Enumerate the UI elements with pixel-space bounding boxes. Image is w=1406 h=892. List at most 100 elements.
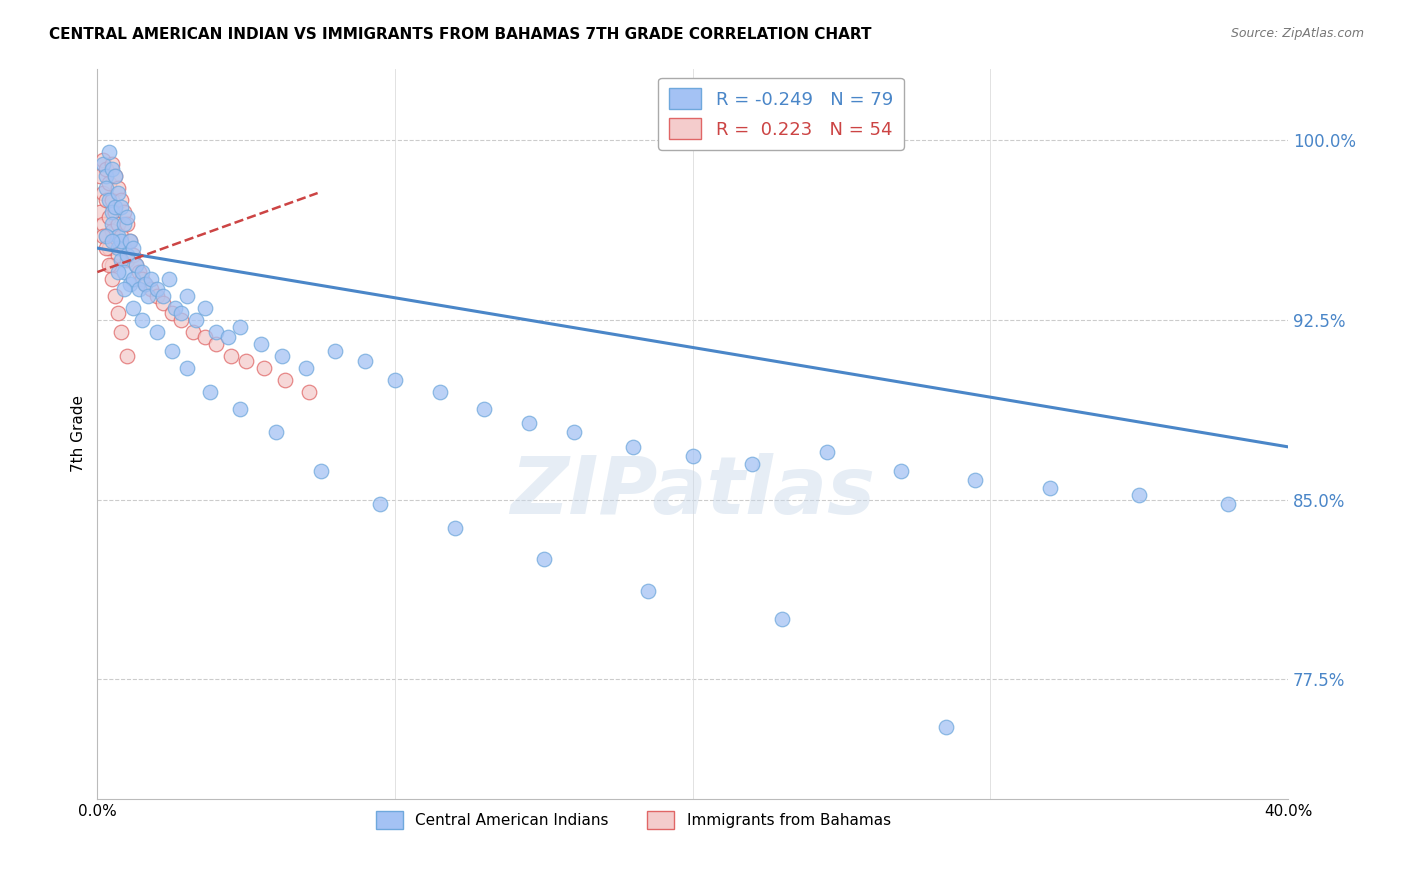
Point: [101, 217, 124, 231]
Point: [131, 272, 153, 286]
Point: [309, 464, 332, 478]
Point: [1039, 481, 1062, 495]
Point: [131, 313, 153, 327]
Point: [368, 497, 391, 511]
Point: [96, 162, 118, 177]
Point: [101, 224, 124, 238]
Point: [170, 313, 193, 327]
Point: [815, 444, 838, 458]
Point: [112, 217, 135, 231]
Point: [107, 217, 129, 231]
Y-axis label: 7th Grade: 7th Grade: [72, 395, 86, 472]
Point: [221, 349, 243, 363]
Point: [96, 229, 118, 244]
Point: [91, 157, 114, 171]
Point: [104, 205, 127, 219]
Point: [112, 282, 135, 296]
Point: [91, 186, 114, 200]
Point: [98, 177, 121, 191]
Point: [176, 360, 198, 375]
Point: [136, 289, 159, 303]
Point: [253, 360, 276, 375]
Point: [229, 320, 252, 334]
Point: [264, 425, 287, 440]
Point: [120, 277, 142, 291]
Point: [101, 205, 124, 219]
Point: [115, 253, 138, 268]
Point: [128, 265, 150, 279]
Point: [91, 217, 114, 231]
Point: [110, 253, 132, 268]
Point: [354, 353, 377, 368]
Point: [120, 234, 142, 248]
Point: [98, 145, 121, 160]
Point: [184, 313, 207, 327]
Text: ZIPatlas: ZIPatlas: [510, 453, 875, 531]
Point: [107, 241, 129, 255]
Point: [89, 169, 111, 184]
Point: [115, 217, 138, 231]
Point: [935, 720, 957, 734]
Point: [134, 277, 156, 291]
Point: [96, 241, 118, 255]
Point: [91, 153, 114, 167]
Point: [274, 373, 297, 387]
Point: [205, 337, 228, 351]
Point: [101, 193, 124, 207]
Legend: Central American Indians, Immigrants from Bahamas: Central American Indians, Immigrants fro…: [370, 805, 897, 835]
Point: [200, 384, 222, 399]
Point: [181, 325, 204, 339]
Point: [193, 301, 215, 315]
Point: [96, 169, 118, 184]
Point: [107, 265, 129, 279]
Point: [170, 306, 193, 320]
Point: [98, 258, 121, 272]
Point: [104, 234, 127, 248]
Text: Source: ZipAtlas.com: Source: ZipAtlas.com: [1230, 27, 1364, 40]
Point: [104, 201, 127, 215]
Point: [384, 373, 406, 387]
Point: [128, 282, 150, 296]
Point: [146, 289, 169, 303]
Point: [235, 353, 257, 368]
Point: [107, 229, 129, 244]
Point: [101, 157, 124, 171]
Point: [101, 234, 124, 248]
Point: [120, 234, 142, 248]
Point: [101, 162, 124, 177]
Point: [146, 325, 169, 339]
Point: [472, 401, 495, 416]
Point: [122, 301, 145, 315]
Point: [229, 401, 252, 416]
Point: [110, 234, 132, 248]
Point: [107, 186, 129, 200]
Point: [98, 241, 121, 255]
Point: [205, 325, 228, 339]
Point: [110, 193, 132, 207]
Point: [682, 450, 704, 464]
Text: CENTRAL AMERICAN INDIAN VS IMMIGRANTS FROM BAHAMAS 7TH GRADE CORRELATION CHART: CENTRAL AMERICAN INDIAN VS IMMIGRANTS FR…: [49, 27, 872, 42]
Point: [122, 241, 145, 255]
Point: [621, 440, 644, 454]
Point: [533, 552, 555, 566]
Point: [107, 248, 129, 262]
Point: [104, 289, 127, 303]
Point: [115, 349, 138, 363]
Point: [298, 384, 321, 399]
Point: [965, 474, 987, 488]
Point: [122, 272, 145, 286]
Point: [131, 265, 153, 279]
Point: [96, 193, 118, 207]
Point: [637, 583, 659, 598]
Point: [125, 258, 148, 272]
Point: [115, 210, 138, 224]
Point: [139, 282, 162, 296]
Point: [96, 181, 118, 195]
Point: [152, 296, 174, 310]
Point: [1128, 488, 1150, 502]
Point: [115, 248, 138, 262]
Point: [110, 229, 132, 244]
Point: [270, 349, 292, 363]
Point: [104, 169, 127, 184]
Point: [157, 272, 180, 286]
